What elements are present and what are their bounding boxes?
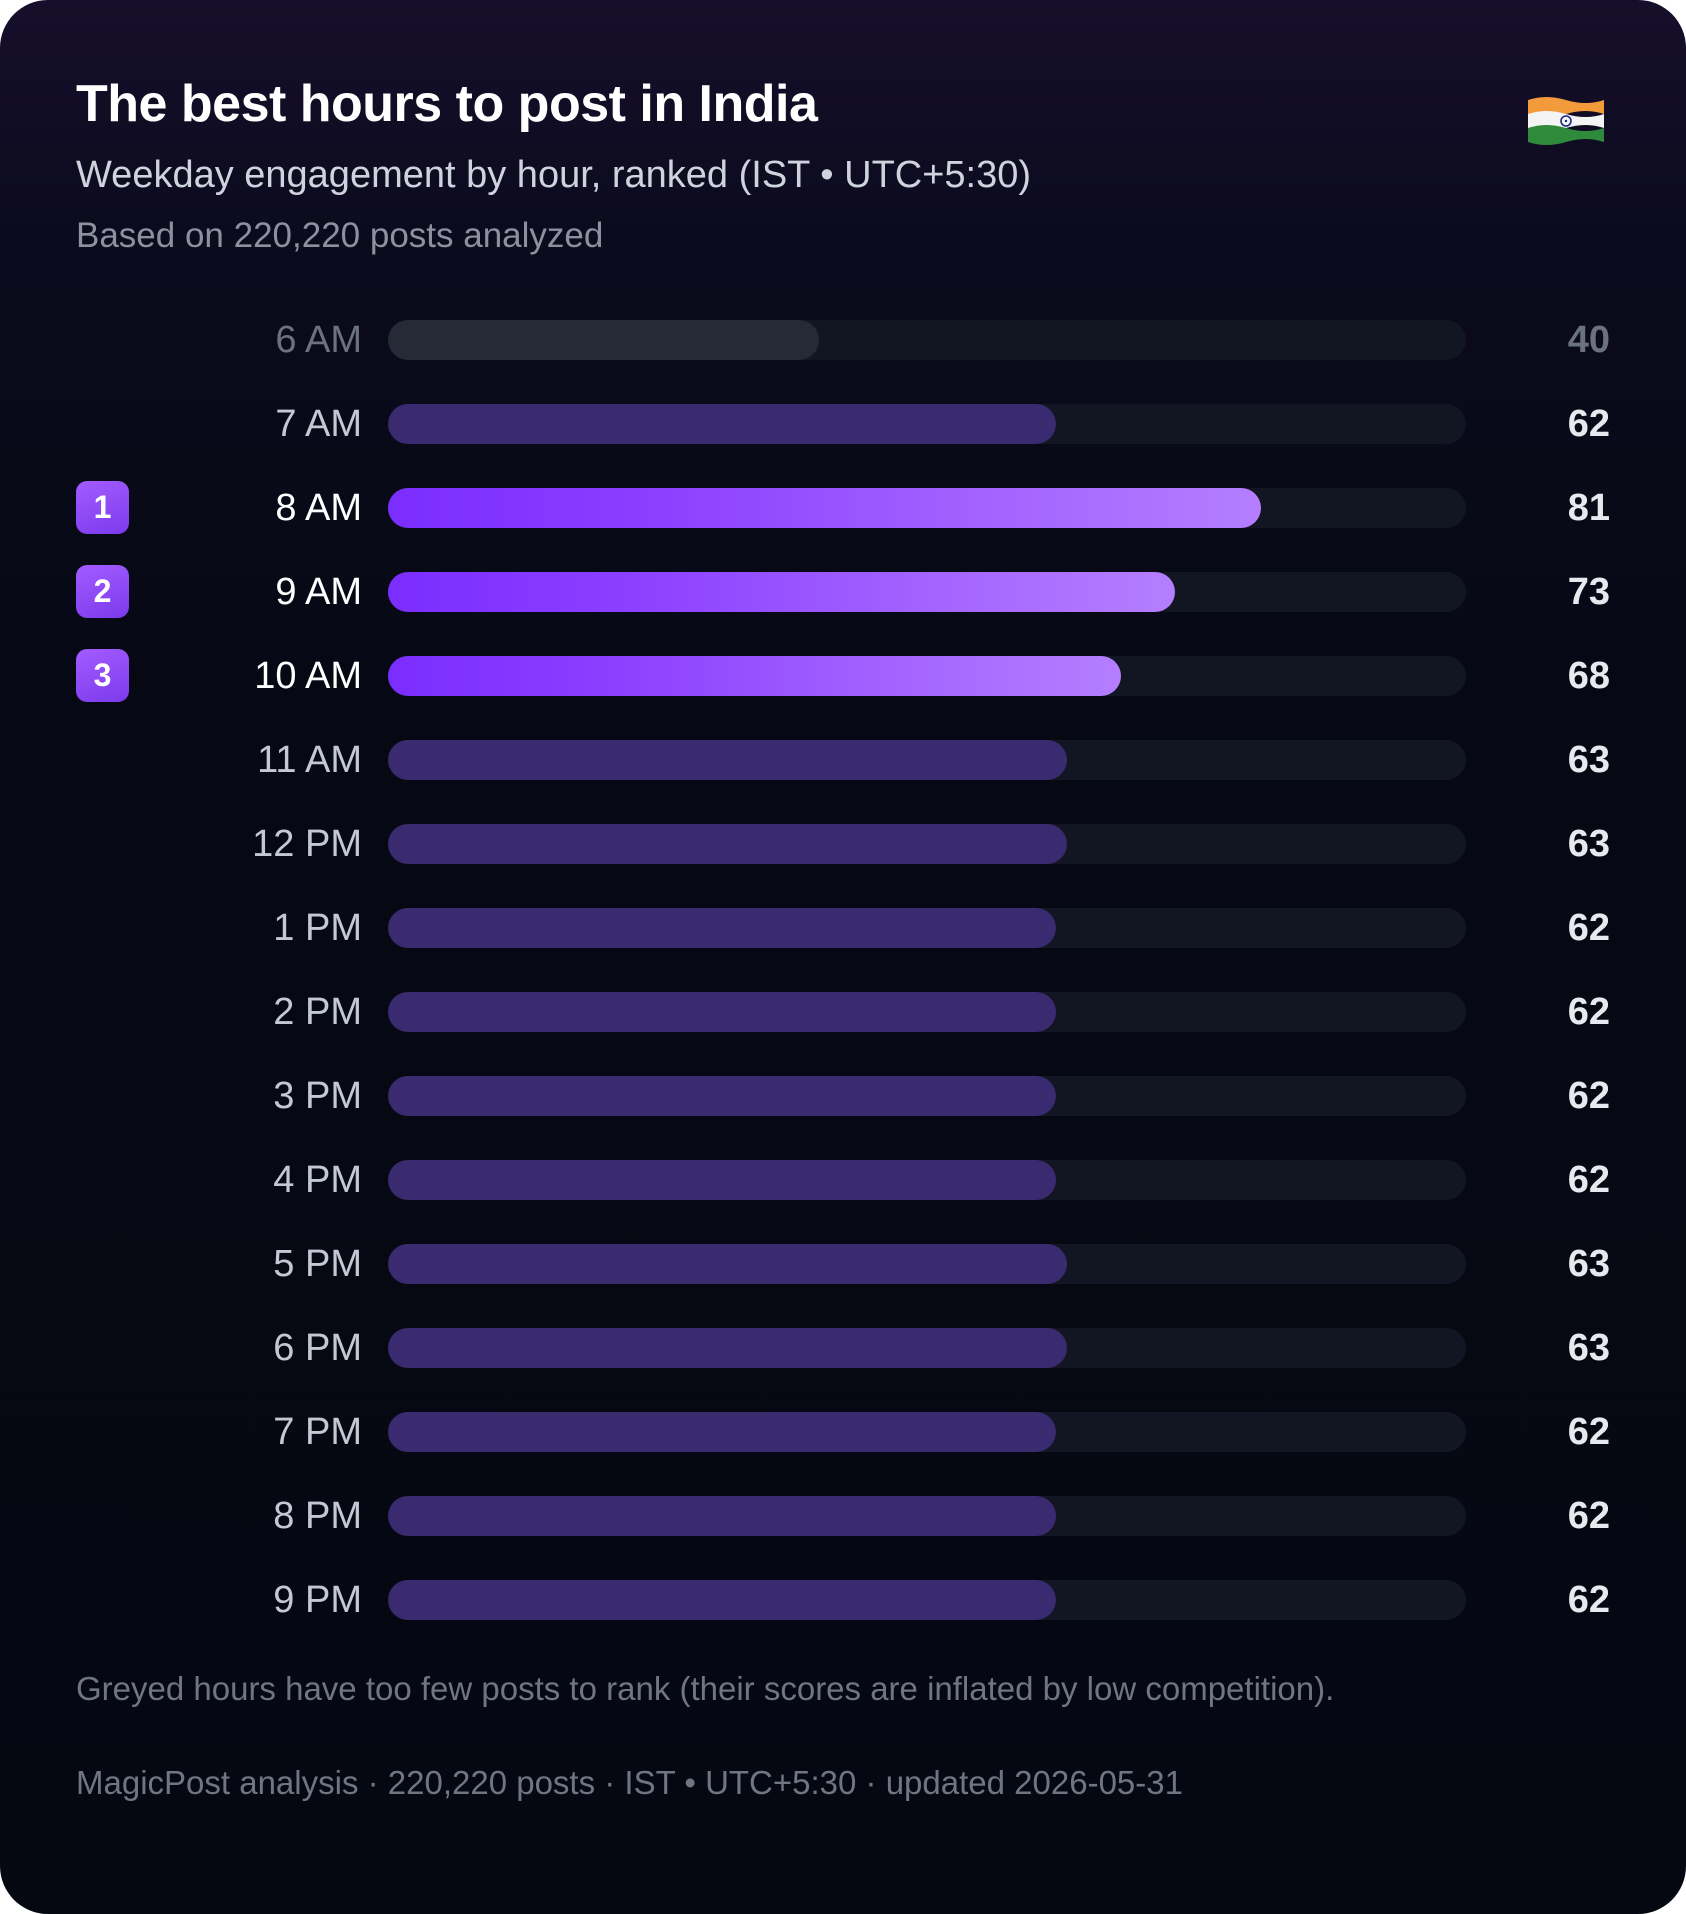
bar-fill bbox=[388, 1244, 1067, 1284]
bar-fill bbox=[388, 1328, 1067, 1368]
bar-row: 6 PM 63 bbox=[0, 1327, 1686, 1369]
hour-label: 5 PM bbox=[273, 1243, 362, 1285]
bar-value-label: 40 bbox=[1567, 319, 1610, 361]
source-credit: MagicPost analysis · 220,220 posts · IST… bbox=[76, 1764, 1183, 1801]
bar-fill bbox=[388, 572, 1175, 612]
bar-track bbox=[388, 1244, 1466, 1284]
bar-value-label: 62 bbox=[1567, 1075, 1610, 1117]
bar-track bbox=[388, 1160, 1466, 1200]
hour-label: 10 AM bbox=[254, 655, 362, 697]
bar-row: 7 AM 62 bbox=[0, 403, 1686, 445]
bar-value-label: 63 bbox=[1567, 739, 1610, 781]
bar-row: 7 PM 62 bbox=[0, 1411, 1686, 1453]
bar-row: 11 AM 63 bbox=[0, 739, 1686, 781]
bar-track bbox=[388, 656, 1466, 696]
bar-track bbox=[388, 572, 1466, 612]
bar-track bbox=[388, 992, 1466, 1032]
bar-value-label: 62 bbox=[1567, 1411, 1610, 1453]
bar-fill bbox=[388, 1160, 1056, 1200]
hour-label: 1 PM bbox=[273, 907, 362, 949]
bar-fill bbox=[388, 908, 1056, 948]
chart-subtitle: Weekday engagement by hour, ranked (IST … bbox=[76, 154, 1032, 196]
bar-track bbox=[388, 1580, 1466, 1620]
bar-track bbox=[388, 1328, 1466, 1368]
hour-label: 7 PM bbox=[273, 1411, 362, 1453]
bar-track bbox=[388, 1076, 1466, 1116]
hour-label: 8 AM bbox=[275, 487, 362, 529]
bar-value-label: 62 bbox=[1567, 1579, 1610, 1621]
bar-value-label: 62 bbox=[1567, 403, 1610, 445]
bar-value-label: 81 bbox=[1567, 487, 1610, 529]
hour-label: 12 PM bbox=[252, 823, 362, 865]
rank-badge: 3 bbox=[76, 649, 129, 702]
bar-row: 6 AM 40 bbox=[0, 319, 1686, 361]
bar-row: 4 PM 62 bbox=[0, 1159, 1686, 1201]
bar-row: 1 8 AM 81 bbox=[0, 481, 1686, 534]
bar-fill bbox=[388, 740, 1067, 780]
bar-row: 3 10 AM 68 bbox=[0, 649, 1686, 702]
bar-row: 9 PM 62 bbox=[0, 1579, 1686, 1621]
bar-fill bbox=[388, 656, 1121, 696]
bar-track bbox=[388, 320, 1466, 360]
bar-track bbox=[388, 404, 1466, 444]
bar-value-label: 63 bbox=[1567, 1327, 1610, 1369]
bar-row: 8 PM 62 bbox=[0, 1495, 1686, 1537]
rank-badge: 1 bbox=[76, 481, 129, 534]
hour-label: 2 PM bbox=[273, 991, 362, 1033]
sample-size-note: Based on 220,220 posts analyzed bbox=[76, 216, 604, 255]
bar-track bbox=[388, 488, 1466, 528]
bar-fill bbox=[388, 824, 1067, 864]
bar-track bbox=[388, 1496, 1466, 1536]
bar-value-label: 62 bbox=[1567, 907, 1610, 949]
bar-fill bbox=[388, 1076, 1056, 1116]
bar-fill bbox=[388, 1412, 1056, 1452]
bar-fill bbox=[388, 992, 1056, 1032]
india-flag-icon bbox=[1528, 97, 1604, 145]
bar-value-label: 62 bbox=[1567, 1495, 1610, 1537]
hour-label: 6 PM bbox=[273, 1327, 362, 1369]
bar-fill bbox=[388, 320, 819, 360]
bar-value-label: 63 bbox=[1567, 1243, 1610, 1285]
bar-track bbox=[388, 908, 1466, 948]
hour-label: 9 AM bbox=[275, 571, 362, 613]
hour-label: 4 PM bbox=[273, 1159, 362, 1201]
bar-fill bbox=[388, 404, 1056, 444]
hour-label: 7 AM bbox=[275, 403, 362, 445]
bar-row: 1 PM 62 bbox=[0, 907, 1686, 949]
hour-label: 8 PM bbox=[273, 1495, 362, 1537]
greyed-hours-note: Greyed hours have too few posts to rank … bbox=[76, 1670, 1335, 1707]
bar-track bbox=[388, 824, 1466, 864]
bar-row: 12 PM 63 bbox=[0, 823, 1686, 865]
bar-fill bbox=[388, 488, 1261, 528]
hour-label: 11 AM bbox=[257, 739, 362, 781]
bar-track bbox=[388, 1412, 1466, 1452]
chart-title: The best hours to post in India bbox=[76, 75, 818, 133]
hour-label: 3 PM bbox=[273, 1075, 362, 1117]
bar-fill bbox=[388, 1580, 1056, 1620]
bar-row: 3 PM 62 bbox=[0, 1075, 1686, 1117]
bar-fill bbox=[388, 1496, 1056, 1536]
bar-row: 2 PM 62 bbox=[0, 991, 1686, 1033]
bar-track bbox=[388, 740, 1466, 780]
bar-value-label: 68 bbox=[1567, 655, 1610, 697]
rank-badge: 2 bbox=[76, 565, 129, 618]
bar-value-label: 62 bbox=[1567, 1159, 1610, 1201]
bar-value-label: 73 bbox=[1567, 571, 1610, 613]
bar-row: 2 9 AM 73 bbox=[0, 565, 1686, 618]
bar-value-label: 62 bbox=[1567, 991, 1610, 1033]
bar-row: 5 PM 63 bbox=[0, 1243, 1686, 1285]
hour-label: 9 PM bbox=[273, 1579, 362, 1621]
bar-value-label: 63 bbox=[1567, 823, 1610, 865]
hour-label: 6 AM bbox=[275, 319, 362, 361]
